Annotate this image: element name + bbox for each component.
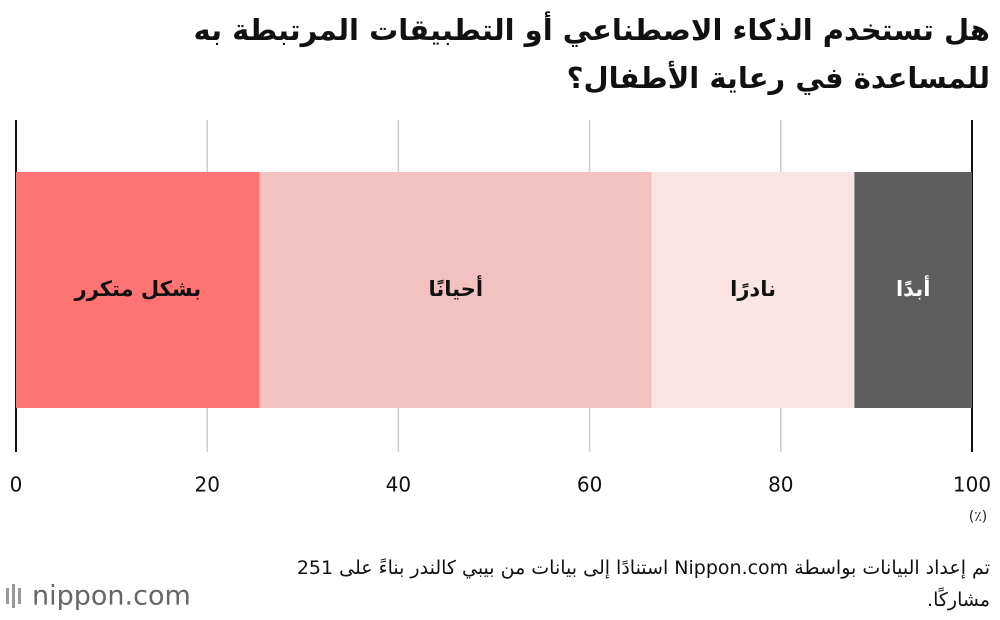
x-axis-label: (٪) <box>969 509 987 525</box>
x-tick-label: 100 <box>953 473 991 497</box>
x-tick-label: 20 <box>194 473 219 497</box>
segment-label: أبدًا <box>896 274 930 301</box>
segment-label: نادرًا <box>730 277 776 301</box>
segment-label: أحيانًا <box>428 274 483 301</box>
source-note: تم إعداد البيانات بواسطة Nippon.com استن… <box>296 557 990 611</box>
x-tick-label: 40 <box>386 473 411 497</box>
x-tick-label: 60 <box>577 473 602 497</box>
x-tick-label: 80 <box>768 473 793 497</box>
bar-segment <box>854 172 972 408</box>
logo-text: nippon.com <box>32 581 191 612</box>
bar-segment <box>259 172 652 408</box>
chart-title: هل تستخدم الذكاء الاصطناعي أو التطبيقات … <box>193 13 990 95</box>
segment-label: بشكل متكرر <box>74 277 201 301</box>
x-tick-label: 0 <box>10 473 23 497</box>
logo: nippon.com <box>6 581 191 612</box>
bar-segment <box>651 172 855 408</box>
bar-segment <box>16 172 260 408</box>
